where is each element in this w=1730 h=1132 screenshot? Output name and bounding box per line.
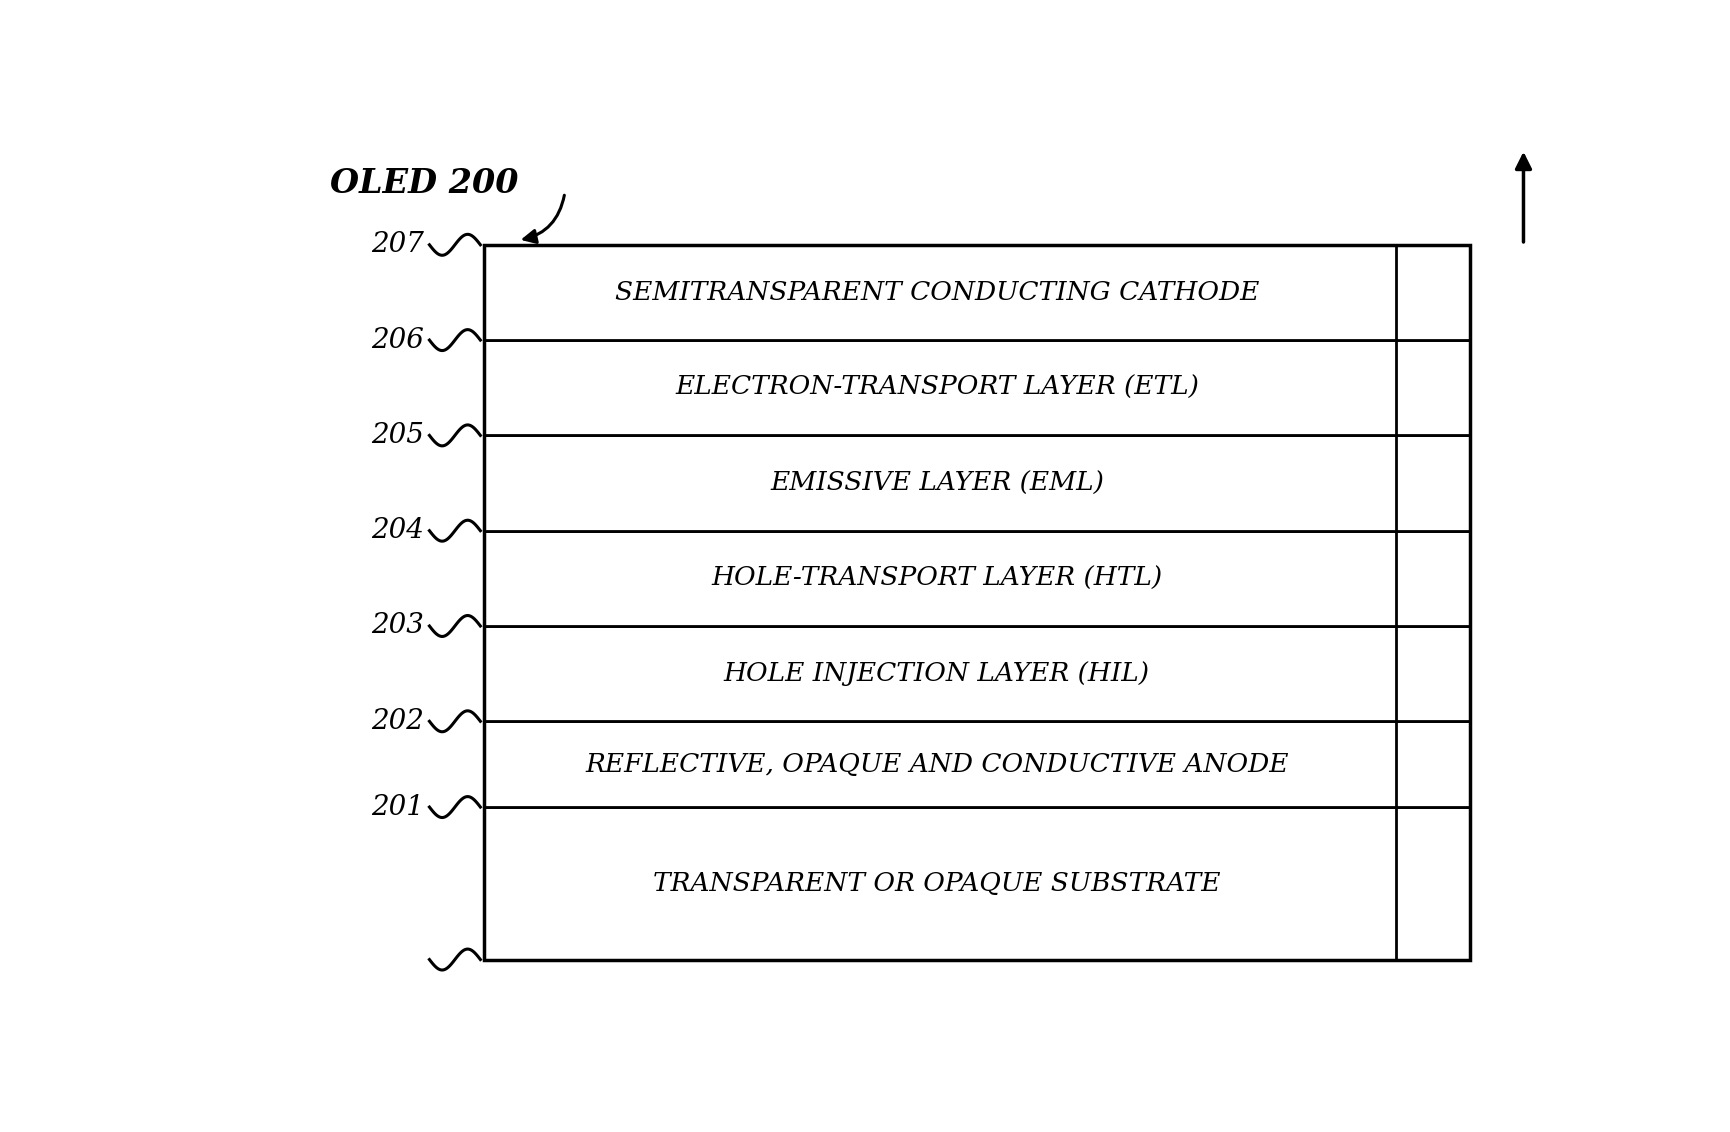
Text: 204: 204 [372,517,424,544]
Text: 206: 206 [372,327,424,353]
Bar [484,721,1470,807]
Bar [484,531,1470,626]
Text: 201: 201 [372,794,424,821]
Text: EMISSIVE LAYER (EML): EMISSIVE LAYER (EML) [770,471,1104,496]
Bar [484,807,1470,960]
Text: HOLE INJECTION LAYER (HIL): HOLE INJECTION LAYER (HIL) [723,661,1150,686]
Text: REFLECTIVE, OPAQUE AND CONDUCTIVE ANODE: REFLECTIVE, OPAQUE AND CONDUCTIVE ANODE [585,752,1289,777]
Bar [484,340,1470,436]
Text: 203: 203 [372,612,424,640]
Bar [484,436,1470,531]
Text: SEMITRANSPARENT CONDUCTING CATHODE: SEMITRANSPARENT CONDUCTING CATHODE [614,280,1259,305]
Text: TRANSPARENT OR OPAQUE SUBSTRATE: TRANSPARENT OR OPAQUE SUBSTRATE [654,871,1221,895]
Bar [484,626,1470,721]
Text: 207: 207 [372,231,424,258]
Text: 202: 202 [372,708,424,735]
Text: OLED 200: OLED 200 [330,168,519,200]
Bar [484,245,1470,340]
Text: ELECTRON-TRANSPORT LAYER (ETL): ELECTRON-TRANSPORT LAYER (ETL) [675,375,1199,401]
Text: HOLE-TRANSPORT LAYER (HTL): HOLE-TRANSPORT LAYER (HTL) [711,566,1163,591]
Bar [484,245,1470,960]
Text: 205: 205 [372,422,424,449]
